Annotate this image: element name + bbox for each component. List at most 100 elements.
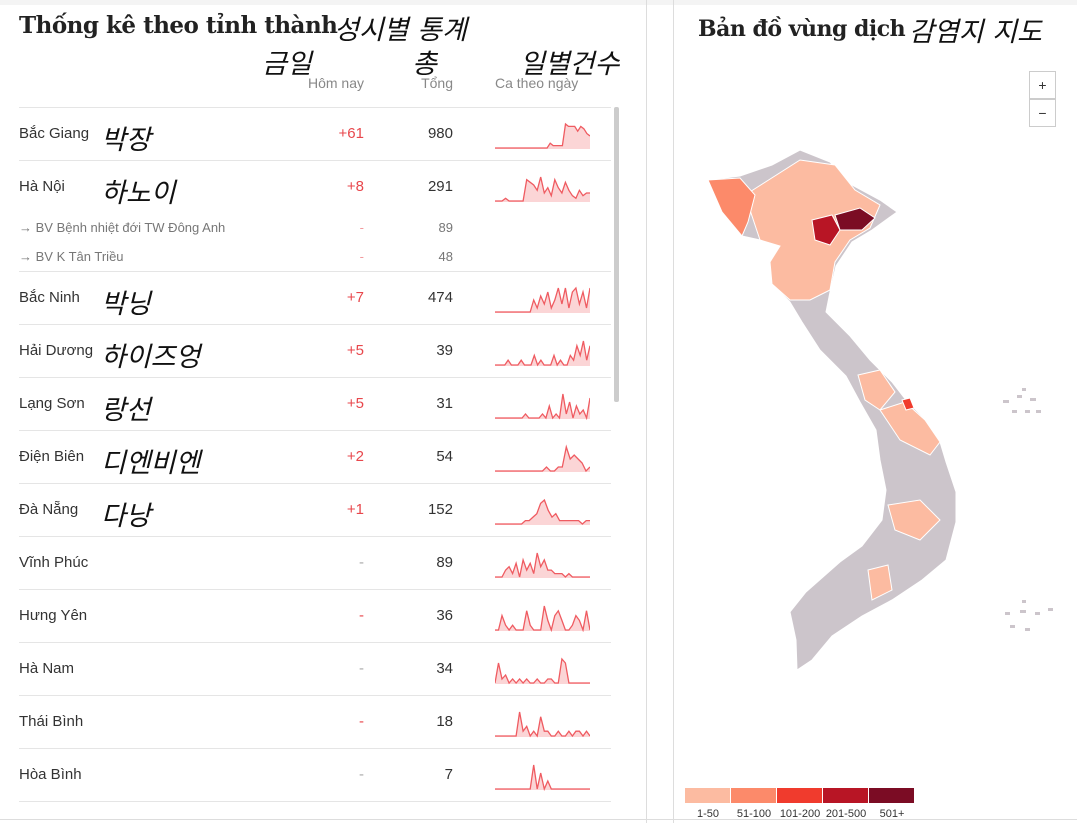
column-header-today[interactable]: Hôm nay [307, 75, 364, 91]
province-name: Vĩnh Phúc [19, 554, 89, 571]
province-annotation: 다낭 [101, 501, 151, 532]
divider [673, 0, 674, 823]
zoom-in-button[interactable]: + [1029, 71, 1056, 99]
total-count: 291 [427, 178, 453, 195]
province-annotation: 박닝 [101, 289, 151, 320]
province-annotation: 박장 [101, 125, 151, 156]
province-name: Hà Nam [19, 660, 75, 677]
legend-swatch [777, 788, 822, 803]
sparkline-line [495, 657, 590, 685]
daily-sparkline [495, 122, 590, 149]
sparkline-area [495, 500, 590, 525]
province-name: Bắc Giang [19, 125, 90, 142]
total-count: 474 [427, 289, 453, 306]
province-name: Điện Biên [19, 448, 85, 465]
table-row[interactable]: Thái Bình - 18 [19, 695, 611, 748]
total-count: 89 [436, 554, 453, 571]
daily-sparkline [495, 711, 590, 738]
legend-label: 201-500 [825, 808, 867, 820]
total-count: 36 [436, 607, 453, 624]
sparkline-area [495, 553, 590, 578]
sparkline-area [495, 659, 590, 684]
province-name: Thái Bình [19, 713, 84, 730]
sparkline-line [495, 444, 590, 473]
sparkline-area [495, 124, 590, 149]
legend-swatch [685, 788, 730, 803]
province-name: Hải Dương [19, 342, 94, 359]
sparkline-line [495, 711, 590, 738]
today-count: +8 [346, 178, 364, 195]
sparkline-area [495, 447, 590, 472]
province-name: Hưng Yên [19, 607, 88, 624]
map-title: Bản đồ vùng dịch [698, 16, 906, 42]
table-row[interactable]: Hưng Yên - 36 [19, 589, 611, 642]
province-name: Hòa Bình [19, 766, 82, 783]
sparkline-line [495, 393, 590, 420]
map-country [707, 149, 957, 671]
daily-sparkline [495, 657, 590, 685]
divider [19, 801, 611, 802]
province-annotation: 디엔비엔 [101, 448, 201, 479]
daily-sparkline [495, 176, 590, 202]
province-bac-giang [834, 207, 876, 231]
province-annotation: 하이즈엉 [101, 342, 201, 373]
table-row[interactable]: Bắc Ninh +7 474 박닝 [19, 271, 611, 324]
zoom-out-button[interactable]: − [1029, 99, 1056, 127]
today-count: - [359, 607, 364, 624]
today-count: - [359, 220, 364, 235]
today-count: - [359, 554, 364, 571]
legend-swatch [823, 788, 868, 803]
stats-title: Thống kê theo tỉnh thành [19, 12, 338, 39]
table-row[interactable]: Bắc Giang +61 980 박장 [19, 107, 611, 160]
table-row[interactable]: Hà Nam - 34 [19, 642, 611, 695]
province-name: Lạng Sơn [19, 395, 85, 412]
today-count: +7 [346, 289, 364, 306]
table-row[interactable]: Hải Dương +5 39 하이즈엉 [19, 324, 611, 377]
province-name: → BV K Tân Triều [19, 249, 124, 264]
daily-sparkline [495, 552, 590, 578]
legend-label: 51-100 [736, 808, 772, 820]
table-row[interactable]: Vĩnh Phúc - 89 [19, 536, 611, 589]
table-row[interactable]: Hòa Bình - 7 [19, 748, 611, 801]
sparkline-line [495, 764, 590, 791]
sub-table-row[interactable]: → BV K Tân Triều - 48 [19, 242, 611, 271]
divider [646, 0, 647, 823]
province-red [901, 397, 915, 411]
sparkline-line [495, 340, 590, 367]
province-name: Đà Nẵng [19, 501, 79, 518]
sub-table-row[interactable]: → BV Bệnh nhiệt đới TW Đông Anh - 89 [19, 213, 611, 242]
table-row[interactable]: Hà Nội +8 291 하노이 [19, 160, 611, 213]
daily-sparkline [495, 393, 590, 420]
column-header-total[interactable]: Tổng [421, 75, 453, 91]
daily-annotation: 일별건수 [520, 49, 620, 80]
table-row[interactable]: Điện Biên +2 54 디엔비엔 [19, 430, 611, 483]
daily-sparkline [495, 340, 590, 367]
total-count: 18 [436, 713, 453, 730]
total-count: 980 [427, 125, 453, 142]
sparkline-line [495, 176, 590, 202]
province-name: Hà Nội [19, 178, 65, 195]
sparkline-line [495, 552, 590, 578]
title-annotation: 성시별 통계 [334, 15, 467, 46]
scrollbar[interactable] [614, 107, 619, 402]
today-count: +1 [346, 501, 364, 518]
table-row[interactable]: Đà Nẵng +1 152 다낭 [19, 483, 611, 536]
islands [1003, 388, 1053, 631]
today-count: - [359, 766, 364, 783]
map-title-annotation: 감염지 지도 [909, 17, 1042, 48]
province-annotation: 하노이 [101, 178, 176, 209]
sparkline-line [495, 122, 590, 149]
sparkline-area [495, 765, 590, 790]
divider [0, 819, 1077, 820]
daily-sparkline [495, 286, 590, 313]
today-count: - [359, 713, 364, 730]
daily-sparkline [495, 764, 590, 791]
total-count: 7 [444, 766, 453, 783]
legend-swatch [869, 788, 914, 803]
total-annotation: 총 [412, 49, 437, 80]
total-count: 39 [436, 342, 453, 359]
province-central [857, 369, 896, 411]
sparkline-area [495, 341, 590, 366]
table-row[interactable]: Lạng Sơn +5 31 랑선 [19, 377, 611, 430]
